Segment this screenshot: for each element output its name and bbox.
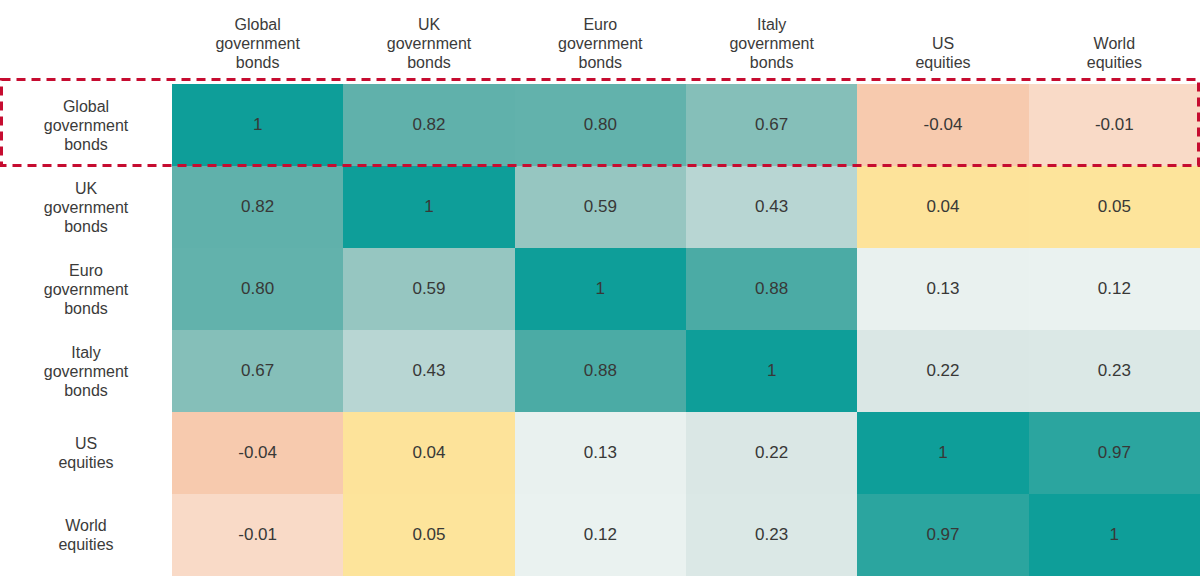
- cell-us-equities-x-italy-government-bonds: 0.22: [686, 412, 857, 494]
- col-header-line: bonds: [579, 53, 623, 72]
- cell-world-equities-x-us-equities: 0.97: [857, 494, 1028, 576]
- col-header-uk-government-bonds: UKgovernmentbonds: [343, 0, 514, 84]
- cell-global-government-bonds-x-uk-government-bonds: 0.82: [343, 84, 514, 166]
- cell-uk-government-bonds-x-us-equities: 0.04: [857, 166, 1028, 248]
- cell-world-equities-x-global-government-bonds: -0.01: [172, 494, 343, 576]
- cell-uk-government-bonds-x-world-equities: 0.05: [1029, 166, 1200, 248]
- row-label-line: bonds: [64, 299, 108, 318]
- row-label-italy-government-bonds: Italygovernmentbonds: [0, 330, 172, 412]
- row-label-world-equities: Worldequities: [0, 494, 172, 576]
- col-header-line: US: [932, 34, 954, 53]
- cell-euro-government-bonds-x-euro-government-bonds: 1: [515, 248, 686, 330]
- cell-world-equities-x-world-equities: 1: [1029, 494, 1200, 576]
- col-header-global-government-bonds: Globalgovernmentbonds: [172, 0, 343, 84]
- row-label-line: Euro: [69, 261, 103, 280]
- cell-us-equities-x-global-government-bonds: -0.04: [172, 412, 343, 494]
- cell-global-government-bonds-x-euro-government-bonds: 0.80: [515, 84, 686, 166]
- cell-us-equities-x-us-equities: 1: [857, 412, 1028, 494]
- col-header-line: bonds: [407, 53, 451, 72]
- cell-world-equities-x-italy-government-bonds: 0.23: [686, 494, 857, 576]
- cell-italy-government-bonds-x-global-government-bonds: 0.67: [172, 330, 343, 412]
- col-header-line: government: [729, 34, 814, 53]
- cell-global-government-bonds-x-italy-government-bonds: 0.67: [686, 84, 857, 166]
- header-corner-cell: [0, 0, 172, 84]
- col-header-line: equities: [1087, 53, 1142, 72]
- cell-us-equities-x-world-equities: 0.97: [1029, 412, 1200, 494]
- col-header-line: bonds: [750, 53, 794, 72]
- cell-global-government-bonds-x-global-government-bonds: 1: [172, 84, 343, 166]
- cell-us-equities-x-euro-government-bonds: 0.13: [515, 412, 686, 494]
- cell-world-equities-x-uk-government-bonds: 0.05: [343, 494, 514, 576]
- col-header-world-equities: Worldequities: [1029, 0, 1200, 84]
- correlation-matrix-chart: GlobalgovernmentbondsUKgovernmentbondsEu…: [0, 0, 1200, 581]
- row-label-uk-government-bonds: UKgovernmentbonds: [0, 166, 172, 248]
- cell-global-government-bonds-x-world-equities: -0.01: [1029, 84, 1200, 166]
- row-label-line: government: [44, 198, 129, 217]
- col-header-us-equities: USequities: [857, 0, 1028, 84]
- cell-us-equities-x-uk-government-bonds: 0.04: [343, 412, 514, 494]
- row-label-line: bonds: [64, 381, 108, 400]
- cell-euro-government-bonds-x-italy-government-bonds: 0.88: [686, 248, 857, 330]
- cell-euro-government-bonds-x-global-government-bonds: 0.80: [172, 248, 343, 330]
- heatmap-grid: GlobalgovernmentbondsUKgovernmentbondsEu…: [0, 0, 1200, 576]
- col-header-line: Italy: [757, 15, 786, 34]
- cell-italy-government-bonds-x-uk-government-bonds: 0.43: [343, 330, 514, 412]
- col-header-line: World: [1094, 34, 1136, 53]
- row-label-line: bonds: [64, 135, 108, 154]
- col-header-line: government: [215, 34, 300, 53]
- col-header-line: Euro: [583, 15, 617, 34]
- cell-uk-government-bonds-x-euro-government-bonds: 0.59: [515, 166, 686, 248]
- row-label-line: government: [44, 280, 129, 299]
- col-header-line: equities: [915, 53, 970, 72]
- col-header-line: bonds: [236, 53, 280, 72]
- cell-uk-government-bonds-x-uk-government-bonds: 1: [343, 166, 514, 248]
- row-label-line: US: [75, 434, 97, 453]
- row-label-line: Global: [63, 97, 109, 116]
- row-label-line: government: [44, 116, 129, 135]
- row-label-line: Italy: [71, 343, 100, 362]
- row-label-line: UK: [75, 179, 97, 198]
- cell-euro-government-bonds-x-uk-government-bonds: 0.59: [343, 248, 514, 330]
- cell-italy-government-bonds-x-euro-government-bonds: 0.88: [515, 330, 686, 412]
- col-header-line: government: [558, 34, 643, 53]
- col-header-line: UK: [418, 15, 440, 34]
- cell-global-government-bonds-x-us-equities: -0.04: [857, 84, 1028, 166]
- cell-world-equities-x-euro-government-bonds: 0.12: [515, 494, 686, 576]
- row-label-line: equities: [58, 535, 113, 554]
- cell-italy-government-bonds-x-italy-government-bonds: 1: [686, 330, 857, 412]
- cell-italy-government-bonds-x-world-equities: 0.23: [1029, 330, 1200, 412]
- row-label-global-government-bonds: Globalgovernmentbonds: [0, 84, 172, 166]
- row-label-euro-government-bonds: Eurogovernmentbonds: [0, 248, 172, 330]
- cell-italy-government-bonds-x-us-equities: 0.22: [857, 330, 1028, 412]
- col-header-line: Global: [235, 15, 281, 34]
- row-label-line: World: [65, 516, 107, 535]
- cell-uk-government-bonds-x-italy-government-bonds: 0.43: [686, 166, 857, 248]
- cell-euro-government-bonds-x-us-equities: 0.13: [857, 248, 1028, 330]
- cell-euro-government-bonds-x-world-equities: 0.12: [1029, 248, 1200, 330]
- col-header-italy-government-bonds: Italygovernmentbonds: [686, 0, 857, 84]
- row-label-line: government: [44, 362, 129, 381]
- cell-uk-government-bonds-x-global-government-bonds: 0.82: [172, 166, 343, 248]
- row-label-line: equities: [58, 453, 113, 472]
- row-label-us-equities: USequities: [0, 412, 172, 494]
- col-header-line: government: [387, 34, 472, 53]
- col-header-euro-government-bonds: Eurogovernmentbonds: [515, 0, 686, 84]
- row-label-line: bonds: [64, 217, 108, 236]
